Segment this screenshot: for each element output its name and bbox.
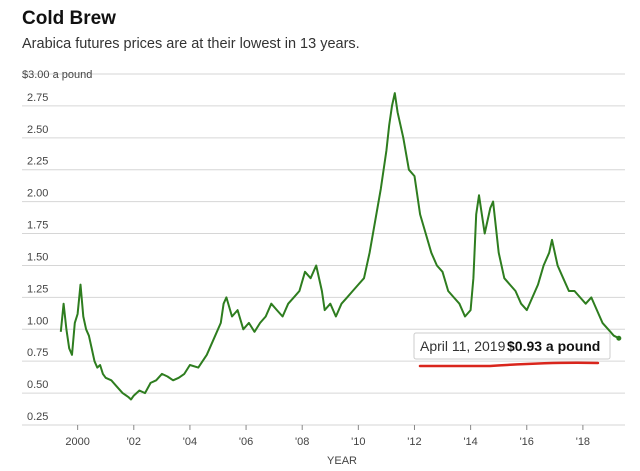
gridlines [22, 73, 625, 426]
y-axis-ticks: 0.25 0.50 0.75 1.00 1.25 1.50 1.75 2.00 2.25 2.50… [27, 92, 48, 423]
x-tick-label: '04 [183, 436, 197, 448]
y-tick-label: 1.00 [27, 315, 48, 327]
chart-subtitle: Arabica futures prices are at their lowe… [22, 36, 360, 52]
x-tick-label: '14 [463, 436, 477, 448]
x-axis-ticks: 2000 '02 '04 '06 '08 '10 '12 '14 '16 '18 [65, 425, 590, 448]
chart-title: Cold Brew [22, 8, 116, 29]
x-tick-label: '06 [239, 436, 253, 448]
y-tick-label: 0.50 [27, 379, 48, 391]
y-tick-label: 2.00 [27, 188, 48, 200]
y-tick-label: 1.75 [27, 220, 48, 232]
annotation-date: April 11, 2019 [420, 338, 506, 354]
y-tick-label: 2.25 [27, 156, 48, 168]
y-tick-label: 2.75 [27, 92, 48, 104]
annotation-value: $0.93 a pound [507, 338, 600, 354]
y-tick-label: 2.50 [27, 124, 48, 136]
x-tick-label: '18 [576, 436, 590, 448]
x-tick-label: '10 [351, 436, 365, 448]
latest-point [616, 335, 622, 341]
red-underline-mark [418, 361, 600, 368]
y-tick-label: 0.25 [27, 411, 48, 423]
x-tick-label: 2000 [65, 436, 89, 448]
y-axis-top-label: $3.00 a pound [22, 69, 92, 81]
x-tick-label: '02 [127, 436, 141, 448]
x-tick-label: '08 [295, 436, 309, 448]
x-tick-label: '12 [407, 436, 421, 448]
annotation-box [413, 332, 611, 360]
latest-price-annotation: April 11, 2019 $0.93 a pound [413, 332, 622, 360]
y-tick-label: 0.75 [27, 347, 48, 359]
x-axis-label: YEAR [327, 455, 357, 467]
y-tick-label: 1.50 [27, 251, 48, 263]
x-tick-label: '16 [520, 436, 534, 448]
series-line [59, 92, 620, 401]
y-tick-label: 1.25 [27, 283, 48, 295]
